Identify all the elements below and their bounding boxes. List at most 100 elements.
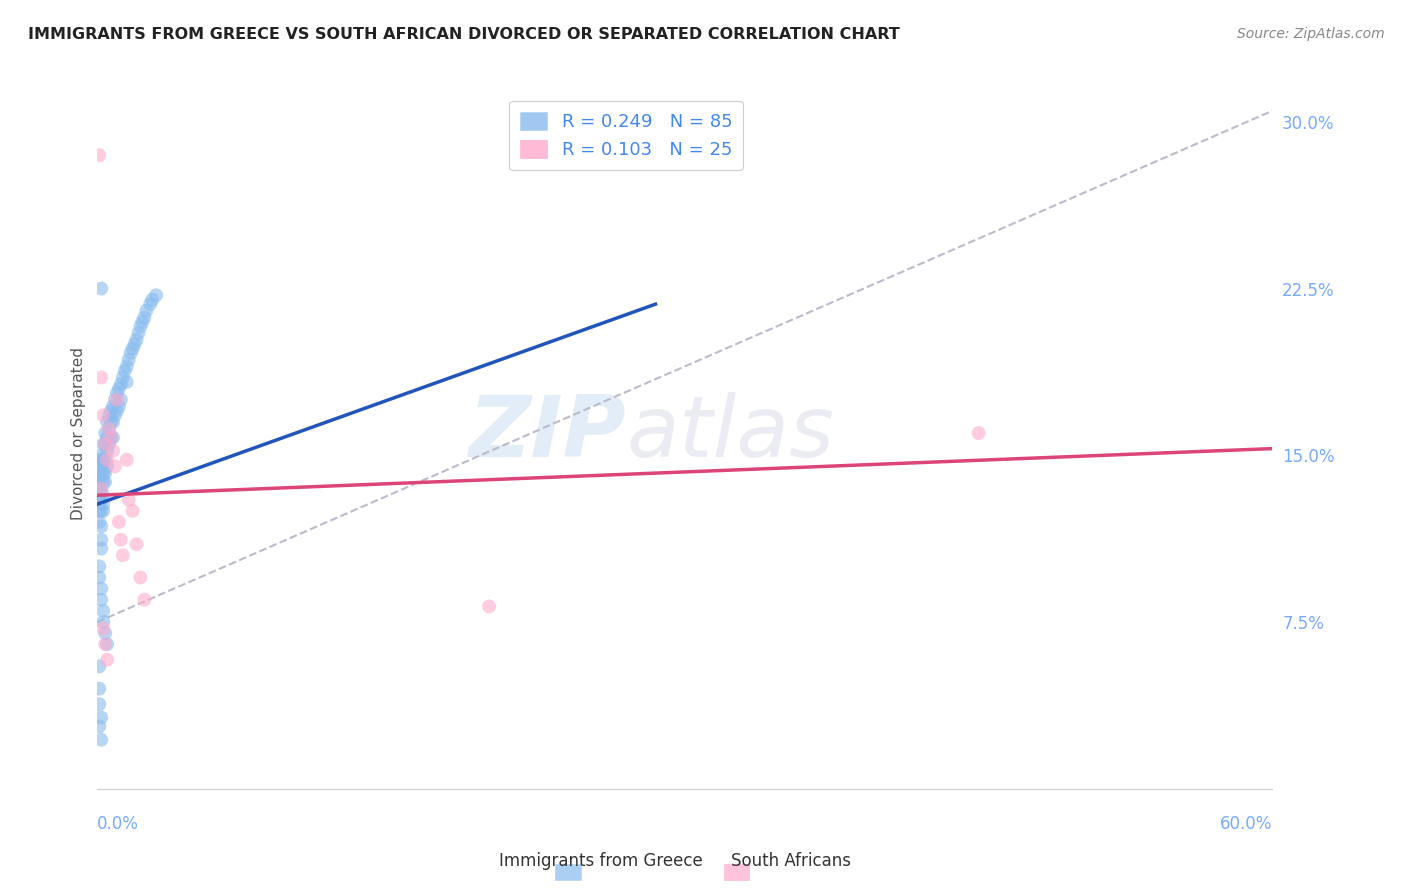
Point — [89, 570, 111, 584]
Point — [90, 459, 112, 474]
Point — [125, 333, 148, 347]
Point — [94, 437, 117, 451]
Point — [91, 504, 114, 518]
Text: ZIP: ZIP — [468, 392, 626, 475]
Point — [98, 437, 121, 451]
Point — [98, 421, 121, 435]
Point — [89, 488, 111, 502]
Point — [91, 622, 114, 636]
Point — [90, 482, 112, 496]
Point — [111, 549, 134, 563]
Point — [89, 515, 111, 529]
Point — [94, 626, 117, 640]
Point — [96, 459, 118, 474]
Point — [967, 425, 990, 440]
Point — [90, 282, 112, 296]
Point — [91, 409, 114, 423]
Point — [96, 637, 118, 651]
Text: South Africans: South Africans — [731, 852, 851, 870]
Point — [91, 615, 114, 629]
Point — [108, 400, 131, 414]
Point — [89, 697, 111, 711]
Point — [96, 653, 118, 667]
Point — [101, 430, 124, 444]
Point — [90, 592, 112, 607]
Point — [478, 599, 501, 614]
Point — [89, 719, 111, 733]
Point — [94, 466, 117, 480]
Point — [90, 710, 112, 724]
Point — [135, 303, 157, 318]
Point — [141, 293, 163, 307]
Point — [89, 492, 111, 507]
Legend: R = 0.249   N = 85, R = 0.103   N = 25: R = 0.249 N = 85, R = 0.103 N = 25 — [509, 101, 742, 170]
Point — [89, 470, 111, 484]
Point — [91, 475, 114, 489]
Point — [89, 459, 111, 474]
Point — [129, 570, 152, 584]
Point — [127, 326, 149, 340]
Point — [90, 482, 112, 496]
Point — [121, 504, 143, 518]
Point — [105, 386, 128, 401]
Point — [94, 437, 117, 451]
Point — [111, 370, 134, 384]
Point — [89, 497, 111, 511]
Point — [100, 404, 122, 418]
Point — [101, 400, 124, 414]
Point — [89, 681, 111, 696]
Point — [90, 519, 112, 533]
Point — [90, 732, 112, 747]
Point — [90, 470, 112, 484]
Point — [100, 430, 122, 444]
Point — [94, 452, 117, 467]
Point — [96, 430, 118, 444]
Point — [121, 342, 143, 356]
Point — [91, 604, 114, 618]
Point — [91, 466, 114, 480]
Point — [89, 659, 111, 673]
Point — [134, 592, 156, 607]
Point — [134, 310, 156, 325]
Point — [90, 448, 112, 462]
Point — [118, 492, 141, 507]
Point — [105, 392, 128, 407]
Text: Source: ZipAtlas.com: Source: ZipAtlas.com — [1237, 27, 1385, 41]
Point — [115, 375, 138, 389]
Point — [89, 559, 111, 574]
Text: 60.0%: 60.0% — [1220, 815, 1272, 833]
Point — [89, 148, 111, 162]
Point — [90, 541, 112, 556]
Text: IMMIGRANTS FROM GREECE VS SOUTH AFRICAN DIVORCED OR SEPARATED CORRELATION CHART: IMMIGRANTS FROM GREECE VS SOUTH AFRICAN … — [28, 27, 900, 42]
Point — [96, 443, 118, 458]
Y-axis label: Divorced or Separated: Divorced or Separated — [72, 346, 86, 519]
Point — [104, 392, 127, 407]
Point — [89, 482, 111, 496]
Point — [89, 504, 111, 518]
Point — [101, 415, 124, 429]
Point — [91, 452, 114, 467]
Point — [91, 497, 114, 511]
Text: 0.0%: 0.0% — [97, 815, 139, 833]
Point — [110, 392, 132, 407]
Point — [94, 425, 117, 440]
Point — [145, 288, 167, 302]
Point — [104, 459, 127, 474]
Point — [114, 364, 136, 378]
Point — [90, 533, 112, 547]
Point — [104, 409, 127, 423]
Point — [129, 319, 152, 334]
Point — [101, 443, 124, 458]
Point — [89, 466, 111, 480]
Point — [100, 430, 122, 444]
Point — [115, 452, 138, 467]
Point — [100, 415, 122, 429]
Point — [139, 297, 162, 311]
Point — [98, 409, 121, 423]
Point — [89, 475, 111, 489]
Point — [91, 437, 114, 451]
Point — [94, 475, 117, 489]
Point — [110, 533, 132, 547]
Point — [108, 382, 131, 396]
Point — [91, 488, 114, 502]
